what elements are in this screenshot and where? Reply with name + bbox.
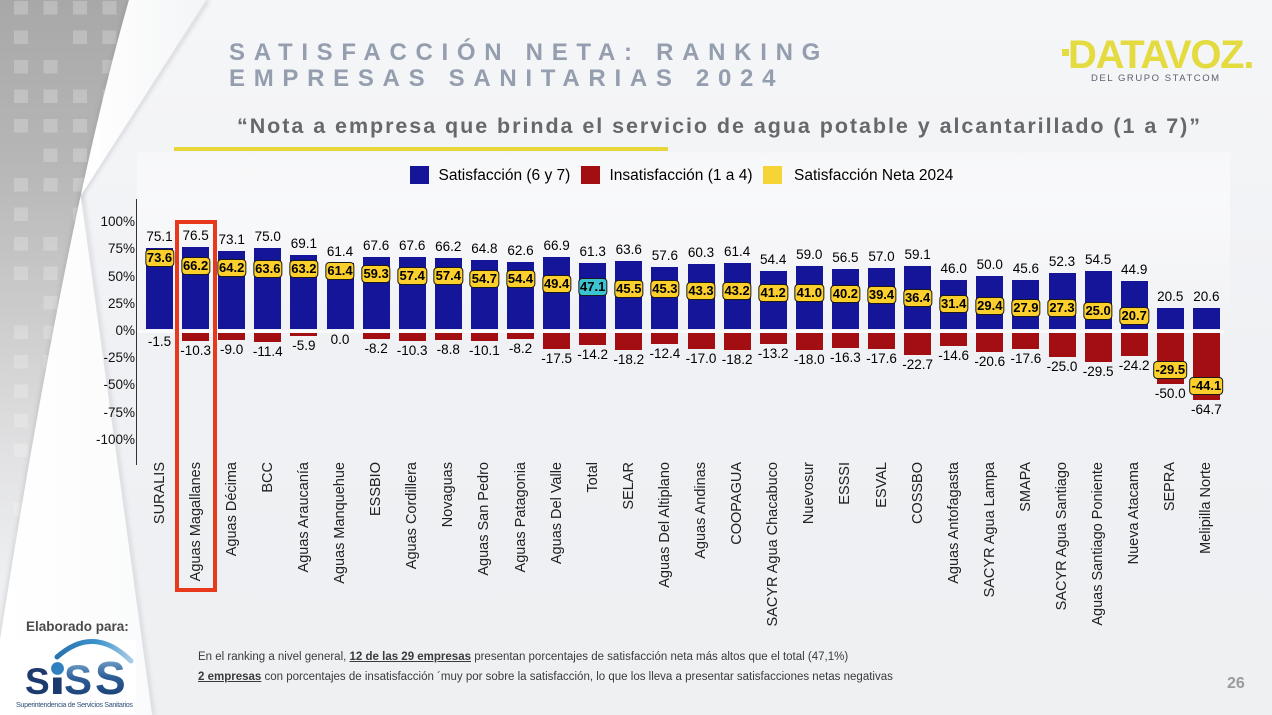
svg-text:Superintendencia de Servicios: Superintendencia de Servicios Sanitarios: [16, 700, 133, 709]
svg-text:S: S: [25, 661, 50, 702]
svg-text:S: S: [64, 656, 92, 703]
svg-text:S: S: [95, 652, 126, 704]
